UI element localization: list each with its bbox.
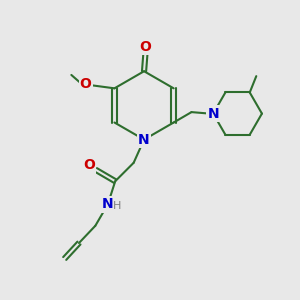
Text: O: O xyxy=(83,158,95,172)
Text: H: H xyxy=(113,201,122,211)
Text: N: N xyxy=(207,106,219,121)
Text: N: N xyxy=(138,133,150,147)
Text: O: O xyxy=(80,77,92,91)
Text: N: N xyxy=(101,197,113,212)
Text: O: O xyxy=(140,40,152,54)
